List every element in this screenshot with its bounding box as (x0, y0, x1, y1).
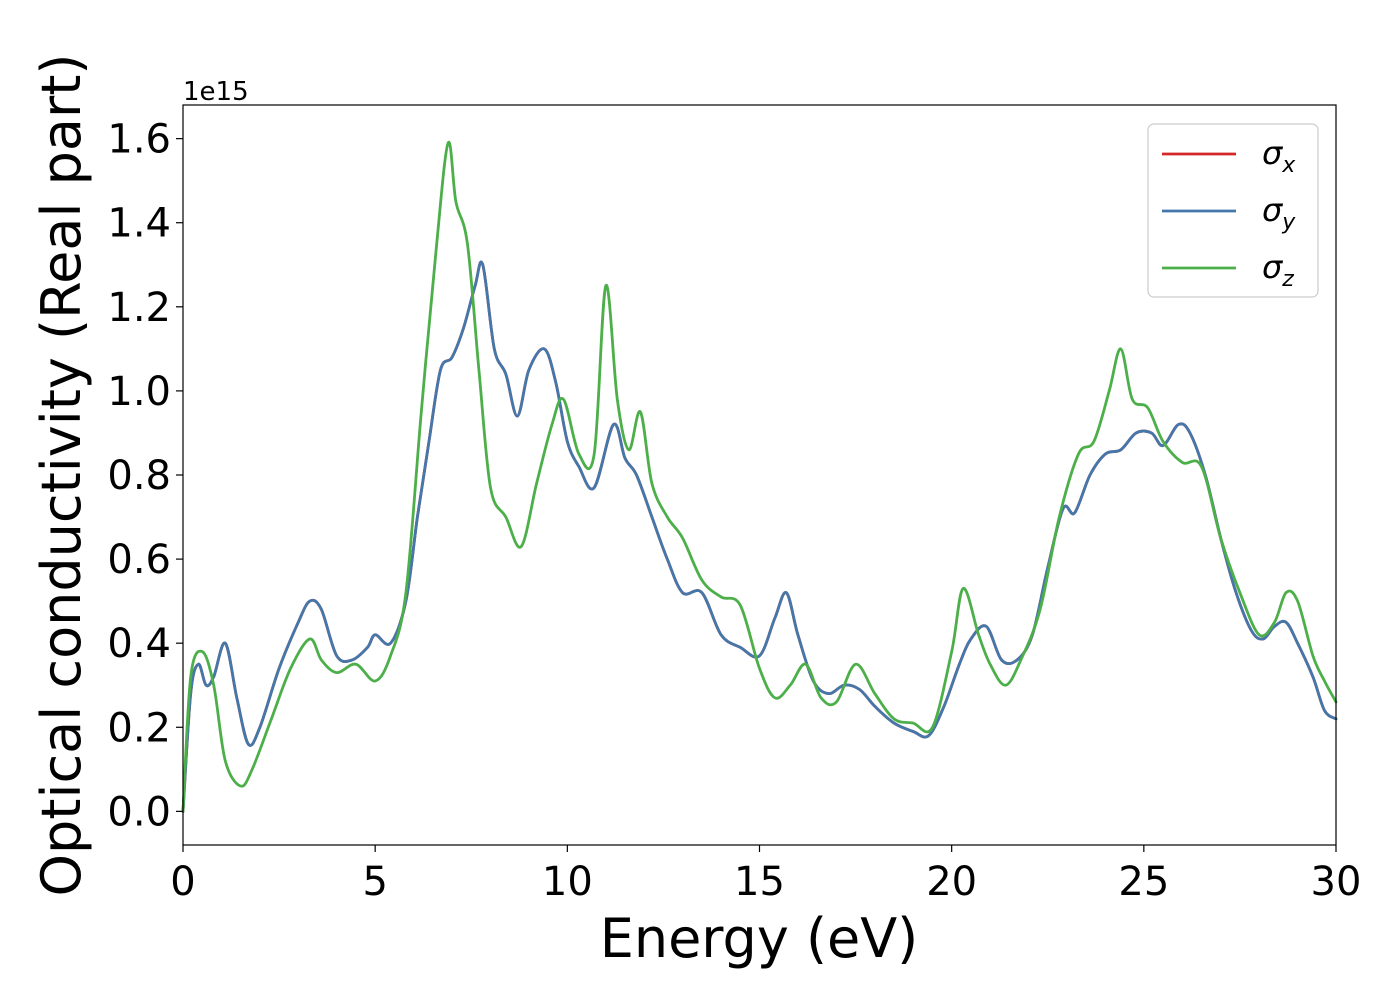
plot-background (183, 105, 1336, 845)
series-line-z (181, 141, 1338, 813)
y-axis-title: Optical conductivity (Real part) (30, 54, 93, 897)
series-line-y (181, 260, 1338, 813)
y-tick-label: 0.4 (107, 621, 171, 667)
y-tick-label: 1.4 (107, 201, 171, 247)
y-offset-label: 1e15 (183, 77, 249, 107)
y-tick-label: 1.0 (107, 369, 171, 415)
legend-label-x: σx (1262, 134, 1296, 178)
y-tick-label: 0.6 (107, 537, 171, 583)
x-axis-ticks: 0 5 10 15 20 25 30 (170, 845, 1361, 905)
x-axis-title: Energy (eV) (600, 907, 919, 970)
y-tick-label: 0.8 (107, 453, 171, 499)
y-tick-label: 1.6 (107, 117, 171, 163)
x-tick-label: 25 (1118, 859, 1169, 905)
x-tick-label: 30 (1311, 859, 1362, 905)
x-tick-label: 5 (362, 859, 387, 905)
y-tick-label: 0.2 (107, 705, 171, 751)
y-tick-label: 1.2 (107, 285, 171, 331)
legend-label-y: σy (1262, 191, 1296, 235)
legend: σx σy σz (1147, 123, 1319, 298)
series-layer (181, 141, 1338, 813)
y-tick-label: 0.0 (107, 789, 171, 835)
x-tick-label: 20 (926, 859, 977, 905)
y-axis-ticks: 0.0 0.2 0.4 0.6 0.8 1.0 1.2 1.4 1.6 (107, 117, 183, 835)
legend-label-z: σz (1262, 248, 1294, 292)
x-tick-label: 10 (542, 859, 593, 905)
x-tick-label: 0 (170, 859, 195, 905)
x-tick-label: 15 (734, 859, 785, 905)
